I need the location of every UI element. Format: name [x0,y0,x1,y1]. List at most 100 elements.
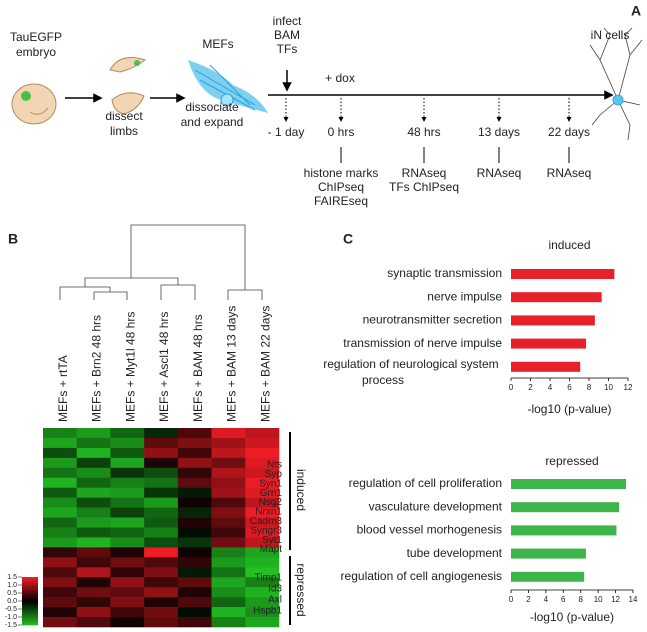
column-label: MEFs + Myt1l 48 hrs [123,312,137,422]
heatmap-cell [211,577,246,588]
category-label: neurotransmitter secretion [363,313,502,327]
heatmap-cell [211,617,246,628]
heatmap-cell [177,437,212,449]
heatmap-cell [76,477,111,488]
heatmap-cell [110,587,145,598]
bar [511,479,627,489]
heatmap-cell [211,457,246,469]
x-tick-label: 6 [567,383,572,392]
bar [511,548,586,559]
heatmap-cell [211,597,246,608]
gene-label: Nts [267,460,282,471]
heatmap-cell [177,517,212,528]
heatmap-cell [177,617,212,628]
heatmap-cell [43,467,78,479]
heatmap-cell [211,517,246,528]
heatmap-cell [211,557,246,568]
colorbar-step [22,593,38,596]
heatmap-cell [211,537,246,548]
colorbar-step [22,577,38,580]
heatmap-cell [76,527,111,538]
heatmap-cell [144,457,179,469]
heatmap-cell [245,517,280,528]
heatmap-cell [177,477,212,488]
heatmap-cell [43,507,78,518]
heatmap-cell [43,607,78,618]
colorbar-step [22,607,38,610]
heatmap-cell [211,447,246,459]
category-label: nerve impulse [427,289,502,303]
heatmap-cell [177,467,212,479]
heatmap-cell [245,428,280,439]
heatmap-cell [144,497,179,508]
heatmap-cell [76,497,111,508]
gene-label: Mapt [260,544,282,555]
heatmap-cell [245,577,280,588]
category-label: blood vessel morhogenesis [357,523,502,537]
heatmap-cell [144,617,179,628]
chart-title: repressed [545,454,598,468]
heatmap-cell [245,597,280,608]
heatmap-cell [144,597,179,608]
assay-label: RNAseq [402,166,447,180]
timepoint-arrow [496,117,502,122]
x-tick-label: 4 [548,383,553,392]
heatmap-cell [110,447,145,459]
x-tick-label: 2 [528,383,533,392]
colorbar-step [22,619,38,622]
panel-label: B [8,231,18,247]
category-label: vasculature development [369,499,503,513]
category-label: regulation of neurological system proces… [323,357,502,387]
timepoint-label: 22 days [548,125,590,139]
heatmap-cell [245,527,280,538]
heatmap-cell [177,428,212,439]
column-label: MEFs + BAM 13 days [225,306,239,422]
heatmap-cell [177,507,212,518]
heatmap-cell [76,447,111,459]
colorbar-label: 0.0 [7,598,17,605]
heatmap-cell [245,467,280,479]
colorbar-step [22,621,38,624]
heatmap-cell [43,547,78,558]
heatmap-cell [43,567,78,578]
colorbar-step [22,579,38,582]
heatmap-cell [43,487,78,498]
heatmap-cell [76,487,111,498]
heatmap-cell [43,447,78,459]
heatmap-cell [144,587,179,598]
heatmap-cell [76,557,111,568]
x-tick-label: 8 [587,383,592,392]
heatmap-cell [211,547,246,558]
timepoint-label: 48 hrs [407,125,440,139]
heatmap-cell [43,437,78,449]
heatmap-cell [110,567,145,578]
timepoint-arrow [338,117,344,122]
assay-label: RNAseq [547,166,592,180]
x-tick-label: 10 [594,595,603,604]
x-tick-label: 6 [561,595,566,604]
heatmap-cell [76,537,111,548]
heatmap-cell [245,437,280,449]
heatmap-cell [211,467,246,479]
heatmap-cell [245,497,280,508]
heatmap-cell [245,607,280,618]
gene-label: Syngr3 [250,525,282,536]
heatmap-cell [245,537,280,548]
heatmap-cell [245,457,280,469]
assay-label: TFs ChIPseq [389,180,459,194]
column-label: MEFs + BAM 48 hrs [191,314,205,422]
process-arrows [65,70,614,103]
heatmap-cell [43,477,78,488]
gene-label: Grn1 [260,488,283,499]
heatmap-cell [211,487,246,498]
heatmap-cell [43,527,78,538]
embryo-icon [11,83,57,125]
heatmap-cell [110,527,145,538]
heatmap-cell [110,457,145,469]
timepoint-arrow [421,117,427,122]
colorbar-step [22,581,38,584]
category-label: synaptic transmission [387,266,502,280]
heatmap-cell [211,507,246,518]
colorbar-label: -0.5 [5,606,17,613]
